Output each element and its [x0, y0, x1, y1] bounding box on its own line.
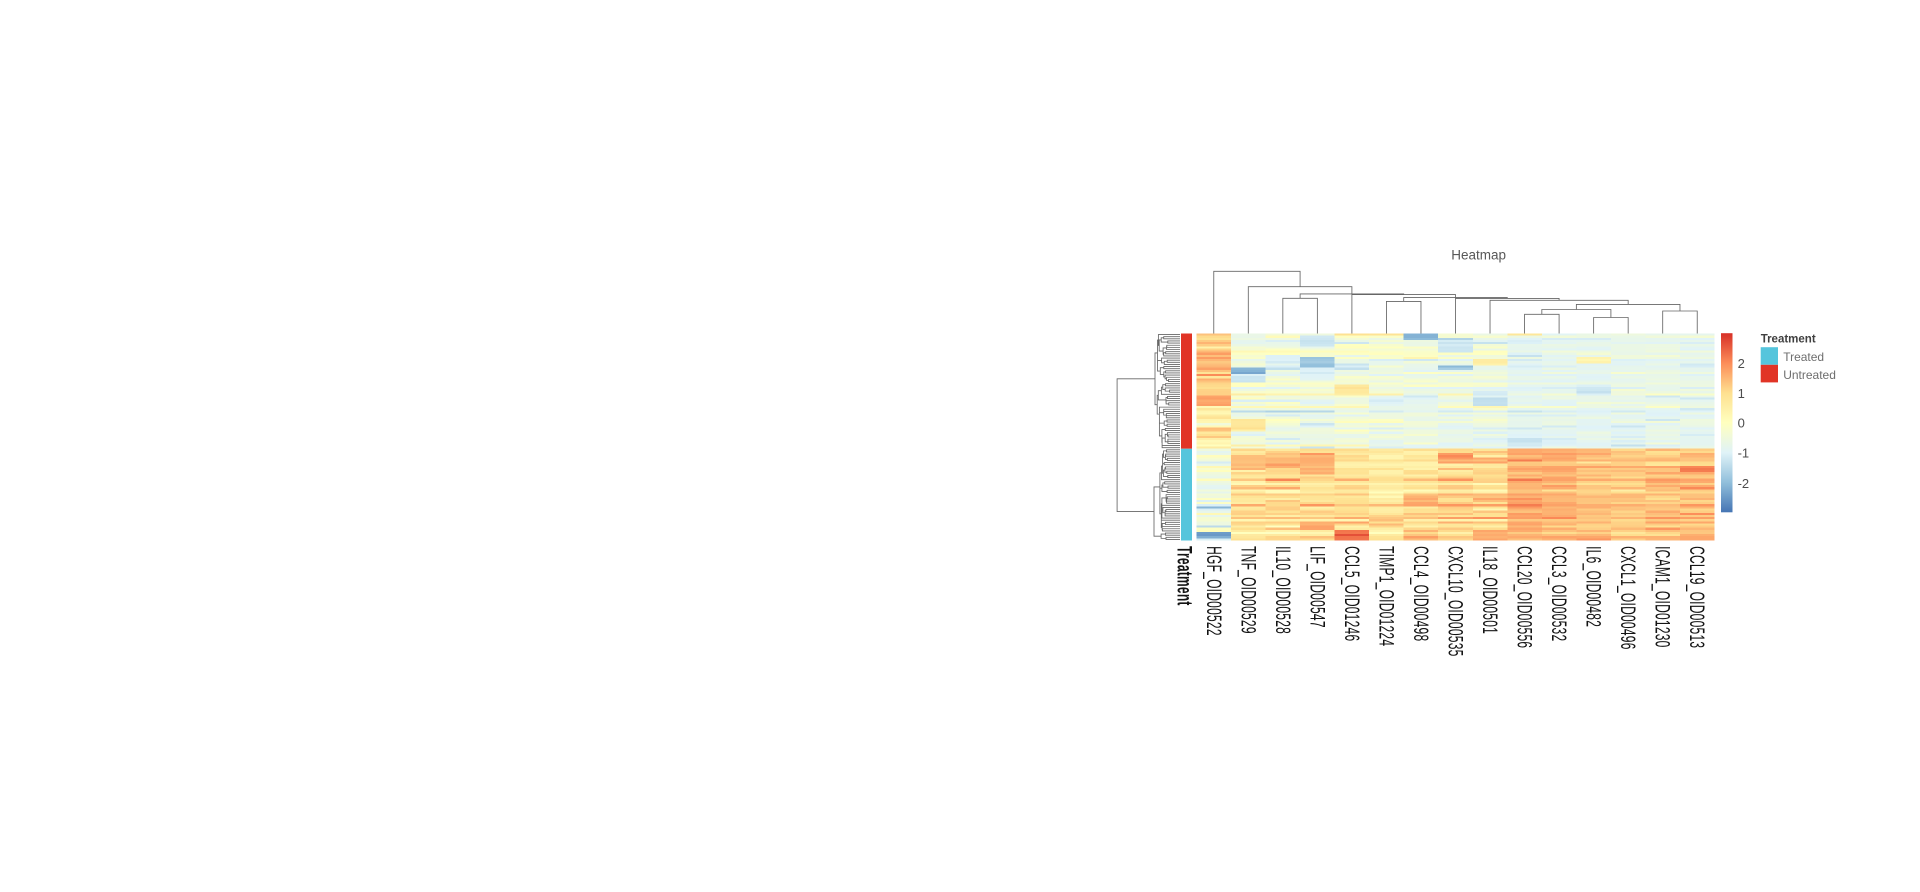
svg-text:ICAM1_OID01230: ICAM1_OID01230 — [1651, 546, 1674, 648]
svg-text:LIF_OID00547: LIF_OID00547 — [1305, 546, 1328, 628]
svg-text:IL10_OID00528: IL10_OID00528 — [1271, 546, 1294, 634]
svg-text:CCL5_OID01246: CCL5_OID01246 — [1340, 546, 1363, 641]
svg-text:0: 0 — [1738, 416, 1745, 431]
svg-text:IL6_OID00482: IL6_OID00482 — [1582, 546, 1605, 627]
svg-text:-1: -1 — [1738, 445, 1750, 460]
svg-text:Treated: Treated — [1783, 350, 1824, 364]
svg-text:CCL3_OID00532: CCL3_OID00532 — [1547, 546, 1570, 641]
svg-text:Untreated: Untreated — [1783, 368, 1836, 382]
svg-text:HGF_OID00522: HGF_OID00522 — [1202, 546, 1225, 636]
svg-text:IL18_OID00501: IL18_OID00501 — [1478, 546, 1501, 634]
svg-text:CXCL1_OID00496: CXCL1_OID00496 — [1616, 546, 1639, 650]
svg-text:Treatment: Treatment — [1172, 546, 1195, 606]
svg-text:CCL20_OID00556: CCL20_OID00556 — [1513, 546, 1536, 648]
svg-text:TIMP1_OID01224: TIMP1_OID01224 — [1375, 546, 1398, 646]
svg-text:CXCL10_OID00535: CXCL10_OID00535 — [1444, 546, 1467, 656]
svg-text:Treatment: Treatment — [1761, 333, 1816, 345]
svg-text:CCL4_OID00498: CCL4_OID00498 — [1409, 546, 1432, 641]
svg-text:CCL19_OID00513: CCL19_OID00513 — [1685, 546, 1708, 648]
svg-text:-2: -2 — [1738, 476, 1750, 491]
svg-text:TNF_OID00529: TNF_OID00529 — [1236, 546, 1259, 634]
svg-text:Heatmap: Heatmap — [1451, 247, 1506, 262]
svg-text:1: 1 — [1738, 386, 1745, 401]
svg-text:2: 2 — [1738, 356, 1745, 371]
